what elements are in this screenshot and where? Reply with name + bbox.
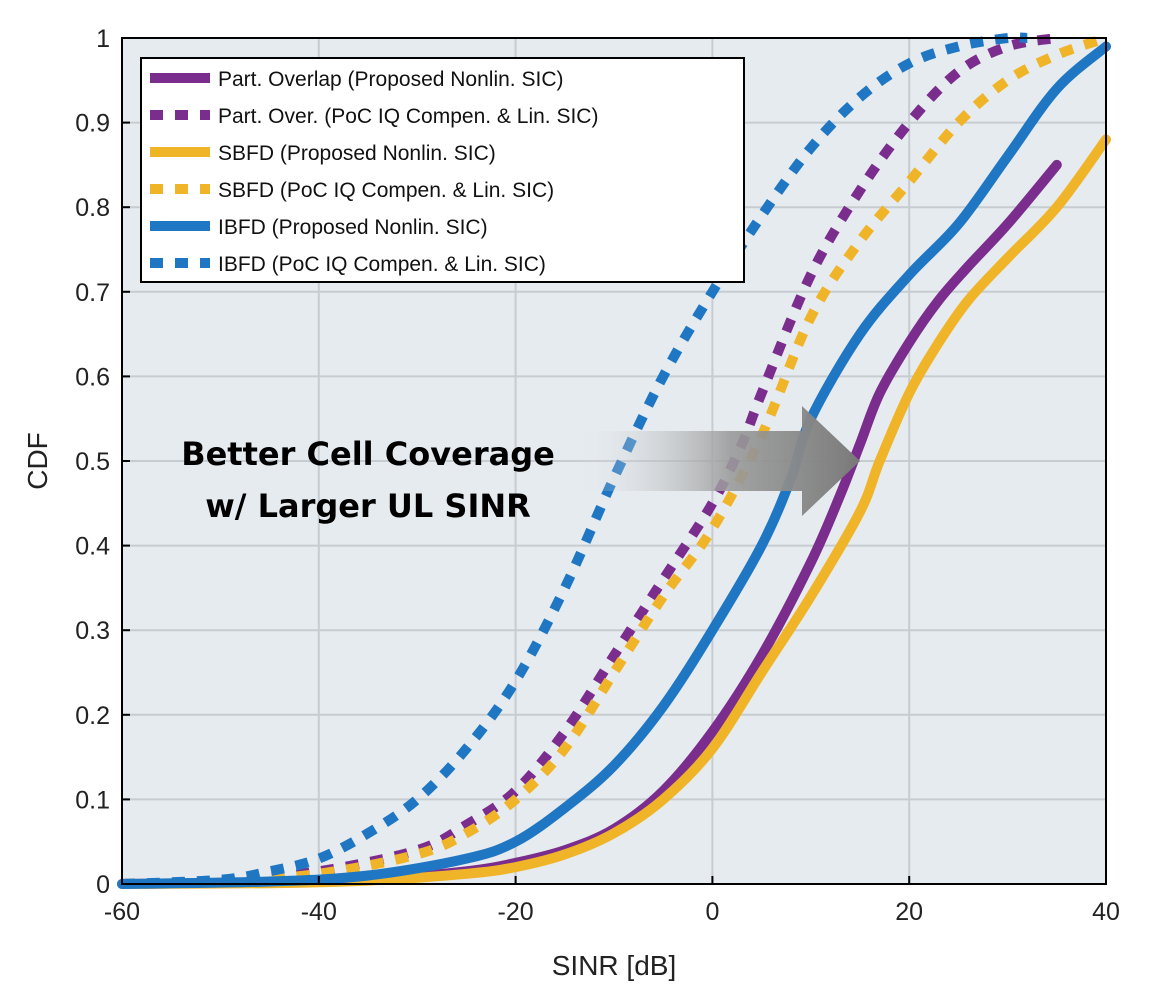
y-tick-label: 1 [96,25,110,53]
x-tick-label: -20 [498,898,534,926]
legend-label-5: IBFD (Proposed Nonlin. SIC) [218,216,488,239]
series-line-3 [117,134,1111,889]
x-tick-label: -60 [104,898,140,926]
x-tick-label: 40 [1092,898,1120,926]
annotation-line-1: Better Cell Coverage [181,435,555,473]
legend-label-3: SBFD (Proposed Nonlin. SIC) [218,142,496,165]
x-axis-label: SINR [dB] [552,950,676,981]
coverage-arrow [574,406,860,516]
y-tick-label: 0.9 [75,110,110,138]
y-tick-label: 0.8 [75,194,110,222]
y-tick-label: 0.6 [75,363,110,391]
y-tick-label: 0.3 [75,617,110,645]
series-line-6 [121,32,1028,889]
series-line-2 [121,33,1058,889]
y-tick-label: 0 [96,871,110,899]
legend-label-4: SBFD (PoC IQ Compen. & Lin. SIC) [218,179,554,202]
series-line-4 [121,33,1108,889]
tick-labels: -60 -40 -20 0 20 40 0 0.1 0.2 0.3 0.4 0.5 0.6 0.7 0.8 0… [75,25,1120,926]
legend-label-1: Part. Overlap (Proposed Nonlin. SIC) [218,68,563,91]
y-tick-label: 0.1 [75,786,110,814]
y-tick-label: 0.4 [75,533,110,561]
series-line-5 [117,41,1111,889]
legend-box [140,57,745,283]
annotation-line-2: w/ Larger UL SINR [205,487,531,525]
legend-label-2: Part. Over. (PoC IQ Compen. & Lin. SIC) [218,105,598,128]
y-tick-label: 0.7 [75,279,110,307]
y-tick-label: 0.5 [75,448,110,476]
y-tick-label: 0.2 [75,702,110,730]
x-tick-label: 0 [705,898,719,926]
legend-label-6: IBFD (PoC IQ Compen. & Lin. SIC) [218,253,546,276]
x-tick-label: -40 [301,898,337,926]
x-tick-label: 20 [895,898,923,926]
series-lines [117,32,1111,889]
y-axis-label: CDF [22,432,53,490]
legend: Part. Overlap (Proposed Nonlin. SIC) Part… [140,57,745,283]
